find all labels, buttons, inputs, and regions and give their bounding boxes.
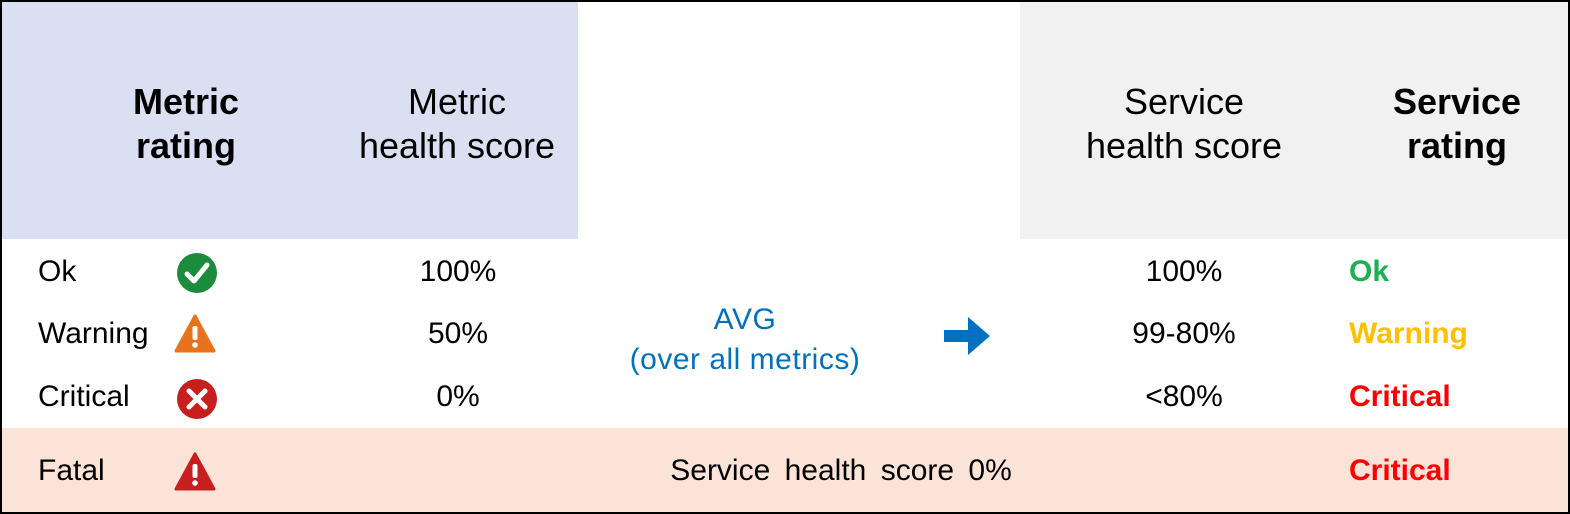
avg-label: AVG (over all metrics): [629, 303, 861, 376]
metric-score-warning: 50%: [427, 317, 489, 350]
fatal-service-score-text: Service health score 0%: [670, 454, 1012, 487]
metric-rating-header: Metric rating: [132, 81, 240, 166]
metric-rating-fatal: Fatal: [38, 454, 105, 487]
metric-score-ok: 100%: [419, 255, 497, 288]
service-rating-fatal: Critical: [1349, 454, 1451, 487]
metric-score-critical: 0%: [436, 380, 480, 413]
x-circle-icon: [177, 379, 217, 419]
service-rating-ok: Ok: [1349, 255, 1390, 288]
metric-rating-ok: Ok: [38, 255, 77, 288]
service-rating-critical: Critical: [1349, 380, 1451, 413]
service-score-ok: 100%: [1145, 255, 1223, 288]
service-score-critical: <80%: [1145, 380, 1223, 413]
check-circle-icon: [177, 253, 217, 293]
fatal-row-band: [2, 428, 1568, 512]
alert-triangle-icon: [174, 452, 216, 491]
metric-rating-warning: Warning: [38, 317, 149, 350]
service-score-warning: 99-80%: [1132, 317, 1236, 350]
metric-rating-critical: Critical: [38, 380, 130, 413]
service-header-band: [1020, 2, 1568, 239]
service-rating-header: Service rating: [1392, 81, 1522, 166]
metric-health-score-header: Metric health score: [358, 81, 556, 166]
metric-header-band: [2, 2, 578, 239]
service-health-score-header: Service health score: [1085, 81, 1283, 166]
service-rating-warning: Warning: [1349, 317, 1468, 350]
warning-triangle-icon: [174, 314, 216, 353]
arrow-right-icon: [944, 317, 990, 355]
